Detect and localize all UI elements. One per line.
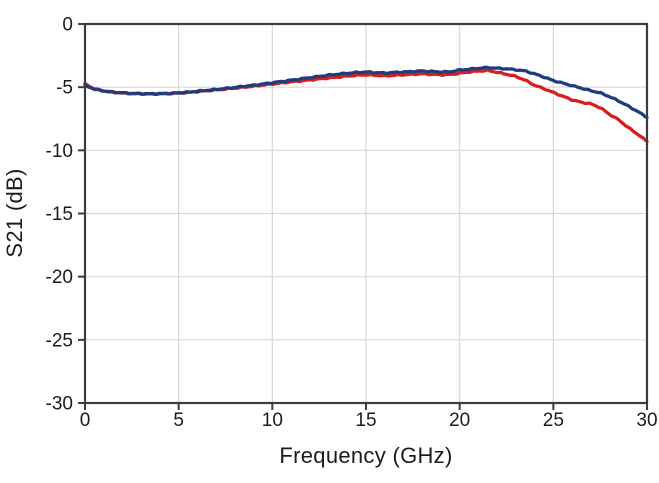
series-blue-trace-line bbox=[83, 65, 649, 120]
grid-layer bbox=[85, 24, 647, 403]
x-tick-label: 30 bbox=[636, 410, 657, 431]
y-tick-label: -10 bbox=[46, 141, 73, 162]
y-tick-label: 0 bbox=[62, 15, 73, 36]
x-axis-title: Frequency (GHz) bbox=[279, 443, 452, 468]
axis-layer: 0 5 10 15 20 25 30 0 -5 -10 -15 -20 -25 -30 bbox=[46, 15, 658, 432]
x-tick-label: 10 bbox=[262, 410, 283, 431]
y-tick-label: -30 bbox=[46, 394, 73, 415]
x-tick-label: 20 bbox=[449, 410, 470, 431]
y-tick-label: -15 bbox=[46, 204, 73, 225]
x-tick-label: 15 bbox=[355, 410, 376, 431]
y-tick-label: -20 bbox=[46, 267, 73, 288]
y-tick-label: -25 bbox=[46, 330, 73, 351]
x-tick-label: 25 bbox=[543, 410, 564, 431]
plot-frame bbox=[83, 22, 649, 405]
series-layer bbox=[83, 65, 649, 144]
x-tick-label: 5 bbox=[173, 410, 184, 431]
y-axis-title: S21 (dB) bbox=[2, 168, 27, 257]
x-tick-label: 0 bbox=[80, 410, 91, 431]
y-tick-label: -5 bbox=[56, 78, 73, 99]
